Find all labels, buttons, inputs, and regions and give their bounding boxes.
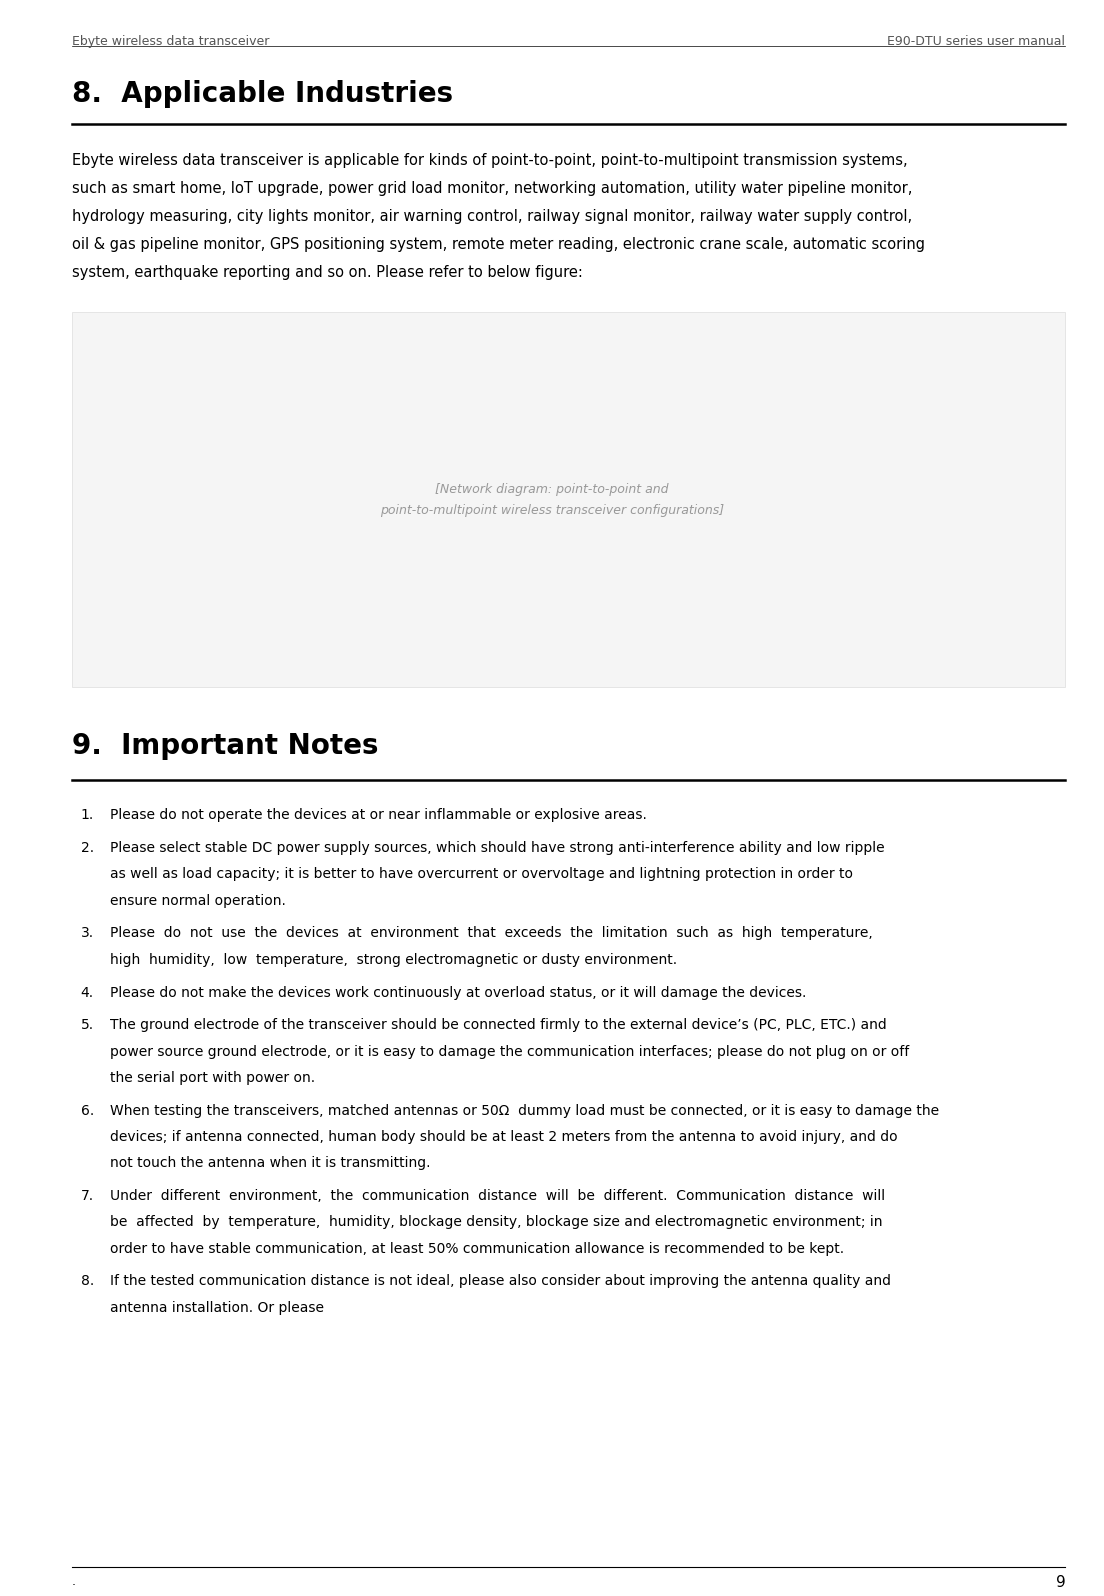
Text: 3.: 3. — [81, 927, 94, 940]
Text: antenna installation. Or please: antenna installation. Or please — [110, 1301, 325, 1315]
Text: the serial port with power on.: the serial port with power on. — [110, 1071, 316, 1085]
Text: 9.  Important Notes: 9. Important Notes — [72, 733, 379, 760]
Text: 8.: 8. — [81, 1275, 94, 1288]
Text: 5.: 5. — [81, 1018, 94, 1033]
Text: devices; if antenna connected, human body should be at least 2 meters from the a: devices; if antenna connected, human bod… — [110, 1130, 898, 1144]
Text: hydrology measuring, city lights monitor, air warning control, railway signal mo: hydrology measuring, city lights monitor… — [72, 209, 912, 223]
Text: .: . — [72, 1575, 76, 1588]
Text: 8.  Applicable Industries: 8. Applicable Industries — [72, 80, 453, 109]
Text: power source ground electrode, or it is easy to damage the communication interfa: power source ground electrode, or it is … — [110, 1045, 910, 1058]
Text: 4.: 4. — [81, 986, 94, 999]
Text: Ebyte wireless data transceiver: Ebyte wireless data transceiver — [72, 35, 269, 48]
Text: such as smart home, IoT upgrade, power grid load monitor, networking automation,: such as smart home, IoT upgrade, power g… — [72, 182, 912, 196]
Text: high  humidity,  low  temperature,  strong electromagnetic or dusty environment.: high humidity, low temperature, strong e… — [110, 953, 678, 967]
Text: system, earthquake reporting and so on. Please refer to below figure:: system, earthquake reporting and so on. … — [72, 265, 583, 279]
Text: Please do not operate the devices at or near inflammable or explosive areas.: Please do not operate the devices at or … — [110, 809, 647, 822]
Text: not touch the antenna when it is transmitting.: not touch the antenna when it is transmi… — [110, 1157, 431, 1170]
Text: 7.: 7. — [81, 1189, 94, 1203]
Text: If the tested communication distance is not ideal, please also consider about im: If the tested communication distance is … — [110, 1275, 891, 1288]
Text: 9: 9 — [1055, 1575, 1065, 1590]
Text: [Network diagram: point-to-point and
point-to-multipoint wireless transceiver co: [Network diagram: point-to-point and poi… — [380, 482, 724, 517]
Text: When testing the transceivers, matched antennas or 50Ω  dummy load must be conne: When testing the transceivers, matched a… — [110, 1104, 940, 1117]
Text: order to have stable communication, at least 50% communication allowance is reco: order to have stable communication, at l… — [110, 1242, 845, 1256]
FancyBboxPatch shape — [72, 313, 1065, 686]
Text: 6.: 6. — [81, 1104, 94, 1117]
Text: E90-DTU series user manual: E90-DTU series user manual — [888, 35, 1065, 48]
Text: Ebyte wireless data transceiver is applicable for kinds of point-to-point, point: Ebyte wireless data transceiver is appli… — [72, 153, 907, 168]
Text: be  affected  by  temperature,  humidity, blockage density, blockage size and el: be affected by temperature, humidity, bl… — [110, 1216, 883, 1229]
Text: Please select stable DC power supply sources, which should have strong anti-inte: Please select stable DC power supply sou… — [110, 841, 885, 855]
Text: Please  do  not  use  the  devices  at  environment  that  exceeds  the  limitat: Please do not use the devices at environ… — [110, 927, 873, 940]
Text: The ground electrode of the transceiver should be connected firmly to the extern: The ground electrode of the transceiver … — [110, 1018, 888, 1033]
Text: ensure normal operation.: ensure normal operation. — [110, 894, 286, 908]
Text: Please do not make the devices work continuously at overload status, or it will : Please do not make the devices work cont… — [110, 986, 807, 999]
Text: 1.: 1. — [81, 809, 94, 822]
Text: Under  different  environment,  the  communication  distance  will  be  differen: Under different environment, the communi… — [110, 1189, 885, 1203]
Text: 2.: 2. — [81, 841, 94, 855]
Text: oil & gas pipeline monitor, GPS positioning system, remote meter reading, electr: oil & gas pipeline monitor, GPS position… — [72, 236, 925, 252]
Text: as well as load capacity; it is better to have overcurrent or overvoltage and li: as well as load capacity; it is better t… — [110, 868, 853, 881]
